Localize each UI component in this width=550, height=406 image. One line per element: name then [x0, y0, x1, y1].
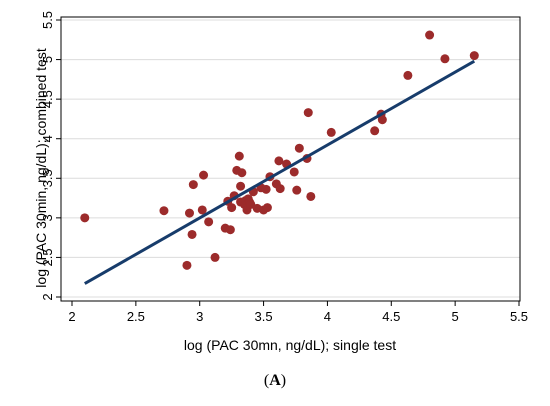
fit-line — [84, 59, 476, 285]
data-point-41 — [303, 108, 313, 118]
data-point-5 — [187, 229, 197, 239]
data-point-37 — [289, 167, 299, 177]
data-point-8 — [204, 217, 214, 227]
data-point-48 — [425, 30, 435, 40]
data-point-31 — [262, 203, 272, 213]
data-point-18 — [236, 181, 246, 191]
y-tick-label-6: 5 — [40, 56, 55, 63]
data-point-0 — [80, 213, 90, 223]
x-tick-label-0: 2 — [68, 309, 75, 324]
caption-letter: A — [269, 372, 281, 389]
data-point-3 — [184, 208, 194, 218]
data-point-4 — [188, 180, 198, 190]
data-point-46 — [377, 115, 387, 125]
x-tick-label-7: 5.5 — [510, 309, 528, 324]
x-tick-label-3: 3.5 — [255, 309, 273, 324]
data-point-43 — [326, 127, 336, 137]
data-point-39 — [294, 143, 304, 153]
data-point-38 — [292, 185, 302, 195]
data-point-44 — [370, 126, 380, 136]
x-tick-label-1: 2.5 — [127, 309, 145, 324]
caption-close-paren: ) — [280, 372, 287, 389]
data-point-13 — [227, 203, 237, 213]
y-tick-label-4: 4 — [40, 135, 55, 142]
y-axis-title: log (PAC 30min, ng/dL); combined test — [33, 48, 49, 288]
data-point-6 — [197, 205, 207, 215]
data-point-35 — [275, 184, 285, 194]
y-tick-label-2: 3 — [40, 214, 55, 221]
y-tick-label-0: 2 — [40, 293, 55, 300]
tick-labels: 2 2.5 3 3.5 4 4.5 5 5.5 2 2.5 3 3.5 4 4.5 5 5.5 — [40, 11, 528, 324]
caption-open-paren: ( — [263, 372, 270, 389]
data-point-2 — [182, 260, 192, 270]
data-point-42 — [306, 191, 316, 201]
y-tick-label-3: 3.5 — [40, 169, 55, 187]
data-point-7 — [199, 170, 209, 180]
data-point-19 — [237, 168, 247, 178]
data-point-50 — [469, 51, 479, 61]
data-point-30 — [261, 184, 271, 194]
data-point-16 — [234, 151, 244, 161]
panel-caption: (A) — [0, 372, 550, 390]
data-point-49 — [440, 54, 450, 64]
x-tick-label-5: 4.5 — [382, 309, 400, 324]
y-tick-label-5: 4.5 — [40, 90, 55, 108]
x-tick-label-2: 3 — [196, 309, 203, 324]
axes — [56, 19, 520, 306]
data-point-1 — [159, 206, 169, 216]
plot-area — [60, 16, 521, 302]
data-point-9 — [210, 252, 220, 262]
x-axis-title: log (PAC 30mn, ng/dL); single test — [184, 337, 396, 353]
x-tick-label-4: 4 — [324, 309, 331, 324]
y-tick-label-7: 5.5 — [40, 11, 55, 29]
data-point-12 — [225, 225, 235, 235]
data-point-47 — [403, 70, 413, 80]
x-tick-label-6: 5 — [452, 309, 459, 324]
data-point-34 — [274, 156, 284, 166]
y-tick-label-1: 2.5 — [40, 248, 55, 266]
fit-line-group — [84, 59, 476, 285]
